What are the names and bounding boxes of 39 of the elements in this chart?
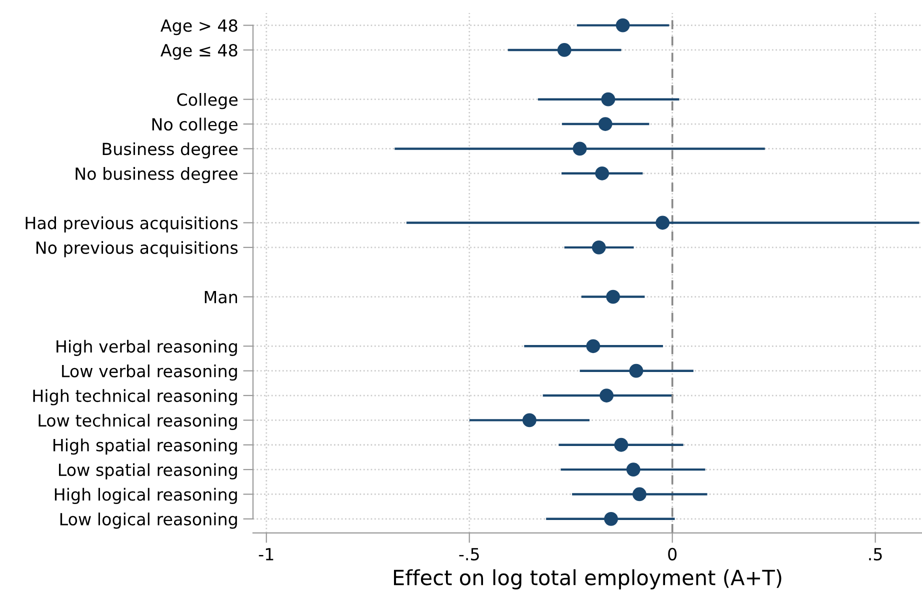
y-tick-label: High spatial reasoning	[54, 438, 237, 455]
y-tick-label: No college	[152, 118, 238, 134]
x-axis-title: Effect on log total employment (A+T)	[394, 569, 782, 590]
point	[616, 18, 630, 32]
y-tick-label: Low technical reasoning	[38, 414, 237, 430]
point	[600, 388, 614, 402]
point	[606, 290, 620, 304]
point	[614, 438, 628, 452]
point	[656, 216, 670, 230]
y-tick-label: Low logical reasoning	[60, 512, 237, 529]
y-tick-label: High technical reasoning	[33, 389, 237, 406]
y-tick-label: Age > 48	[160, 19, 238, 36]
y-tick-label: Man	[204, 290, 237, 304]
point	[592, 240, 606, 254]
x-tick-label: -.5	[459, 548, 479, 560]
point	[598, 117, 612, 131]
y-tick-label: Low spatial reasoning	[58, 463, 237, 480]
y-tick-label: High verbal reasoning	[56, 340, 237, 356]
y-tick-label: Business degree	[102, 142, 238, 159]
point	[595, 166, 610, 180]
x-tick-label: 0	[668, 548, 677, 560]
y-tick-label: Age ≤ 48	[160, 44, 238, 60]
y-tick-label: No business degree	[76, 167, 238, 184]
point	[601, 92, 616, 106]
y-tick-label: Had previous acquisitions	[26, 216, 238, 233]
y-tick-label: No previous acquisitions	[36, 241, 238, 258]
y-tick-label: College	[177, 93, 238, 110]
y-tick-label: High logical reasoning	[54, 488, 237, 504]
point	[586, 339, 600, 354]
point	[604, 512, 618, 526]
point	[632, 487, 646, 502]
x-tick-label: -1	[258, 548, 274, 560]
point	[629, 364, 644, 378]
point	[626, 462, 640, 476]
point	[557, 43, 572, 57]
x-tick-label: .5	[869, 548, 882, 560]
y-tick-label: Low verbal reasoning	[62, 364, 237, 381]
point	[522, 413, 536, 428]
point	[572, 142, 587, 156]
